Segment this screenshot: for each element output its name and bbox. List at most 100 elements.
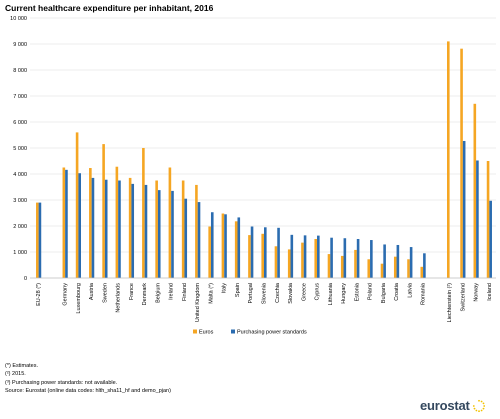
legend-swatch [193,329,197,334]
x-tick-label: Luxembourg [76,283,82,314]
x-tick-label: Denmark [142,283,148,306]
bar-pps [489,200,492,278]
x-tick-label: Spain [235,283,241,297]
bar-pps [118,180,121,278]
bar-euros [393,256,397,278]
bar-pps [210,212,214,278]
x-tick-label: France [129,283,135,300]
bar-pps [317,235,320,278]
y-tick-label: 0 [24,276,27,282]
x-tick-label: Iceland [487,283,493,301]
x-tick-label: EU-28 (*) [36,283,42,306]
logo-wordmark: eurostat [420,398,470,413]
bar-pps [78,173,81,278]
x-tick-label: Finland [182,283,188,301]
x-tick-label: Czechia [275,282,281,303]
bar-pps [290,234,294,278]
legend-swatch [231,329,235,334]
note-2015: (²) 2015. [5,371,26,378]
bar-pps [330,237,333,278]
bar-pps [303,235,307,278]
bar-pps [91,177,95,278]
bar-euros [420,266,424,278]
bar-euros [407,259,410,278]
bar-euros [473,103,477,278]
y-tick-label: 9 000 [13,42,27,48]
legend-label: Purchasing power standards [237,330,307,336]
x-tick-label: Poland [368,283,374,300]
bar-euros [367,259,371,278]
bar-pps [104,179,108,278]
bar-euros [221,213,225,278]
bar-pps [264,227,267,278]
bar-pps [476,160,479,278]
x-tick-label: Croatia [394,282,400,301]
bar-euros [155,180,158,278]
bar-euros [102,144,105,278]
x-tick-label: United Kingdom [195,283,201,323]
bars [36,41,492,279]
note-pps-na: (³) Purchasing power standards: not avai… [5,379,118,386]
bar-pps [144,184,148,278]
x-tick-label: Italy [222,283,228,293]
bar-euros [354,249,357,278]
bar-euros [314,239,318,278]
bar-pps [343,238,347,278]
x-tick-label: Switzerland [460,283,466,311]
bar-pps [38,202,42,278]
x-tick-label: Norway [474,283,480,302]
bar-chart: 0 1 000 2 000 3 000 4 000 5 000 6 000 7 000 8 00… [10,16,496,336]
x-tick-label: Lithuania [328,282,334,305]
bar-pps [370,240,373,278]
y-tick-label: 7 000 [13,94,27,100]
bar-euros [168,167,172,278]
x-axis-ticks: EU-28 (*) Germany Luxembourg Austria Sweden N… [36,282,493,322]
bar-pps [423,253,426,278]
bar-euros [62,167,66,278]
bar-pps [409,247,413,278]
gridlines [30,17,496,253]
bar-pps [250,226,254,278]
bar-euros [460,48,463,279]
eurostat-logo: eurostat [420,398,486,413]
bar-euros [181,180,185,278]
bar-euros [248,235,251,278]
x-tick-label: Austria [89,282,95,300]
bar-pps [197,202,201,278]
bar-euros [274,246,278,278]
bar-euros [234,221,238,278]
bar-euros [75,132,79,278]
x-tick-label: Bulgaria [381,282,387,303]
notes: (*) Estimates. (²) 2015. (³) Purchasing … [5,362,171,395]
x-tick-label: Liechtenstein (²) [447,283,453,323]
bar-euros [340,255,344,278]
y-tick-label: 5 000 [13,146,27,152]
x-tick-label: Netherlands [116,283,122,313]
y-tick-label: 4 000 [13,172,27,178]
bar-pps [65,169,68,278]
source-note: Source: Eurostat (online data codes: hlt… [5,387,171,394]
bar-euros [128,177,132,278]
x-tick-label: Sweden [102,283,108,303]
bar-pps [237,217,241,278]
y-tick-label: 1 000 [13,250,27,256]
x-tick-label: Belgium [155,283,161,303]
bar-pps [224,214,227,278]
bar-euros [287,249,291,278]
x-tick-label: Slovakia [288,282,294,304]
bar-pps [131,183,135,278]
x-tick-label: Romania [421,282,427,305]
y-tick-label: 8 000 [13,68,27,74]
bar-pps [396,244,400,278]
bar-euros [208,226,211,278]
bar-pps [171,190,174,278]
bar-euros [89,168,92,278]
bar-euros [195,184,198,278]
bar-pps [157,190,161,278]
y-tick-label: 6 000 [13,120,27,126]
x-tick-label: Greece [301,283,307,301]
bar-euros [447,41,450,279]
x-tick-label: Slovenia [262,282,268,304]
bar-euros [261,233,264,278]
y-tick-label: 3 000 [13,198,27,204]
